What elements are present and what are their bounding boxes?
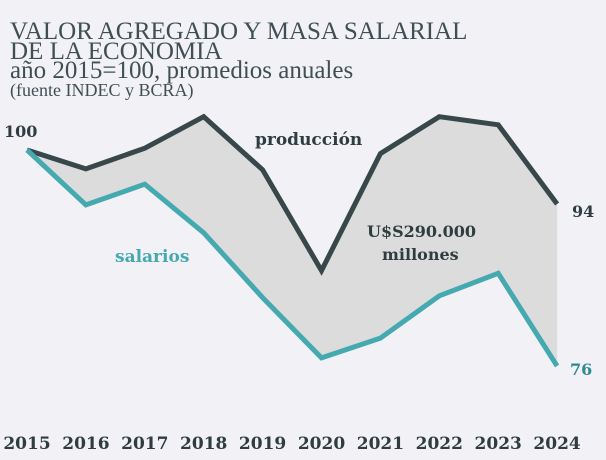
x-tick-label: 2022 <box>416 434 463 454</box>
series-line-produccion <box>26 113 560 276</box>
x-tick-label: 2020 <box>298 434 345 454</box>
chart-subtitle: año 2015=100, promedios anuales <box>10 57 354 84</box>
end-value-salarios: 76 <box>570 360 592 379</box>
x-tick-label: 2018 <box>180 434 227 454</box>
gap-annotation-line1: U$S290.000 <box>367 222 476 241</box>
x-tick-label: 2021 <box>357 434 404 454</box>
x-tick-label: 2015 <box>3 434 50 454</box>
x-tick-label: 2017 <box>121 434 168 454</box>
series-label-produccion: producción <box>255 130 362 150</box>
x-tick-label: 2019 <box>239 434 286 454</box>
x-tick-label: 2023 <box>475 434 522 454</box>
series-label-salarios: salarios <box>115 247 189 267</box>
chart-title-line2: DE LA ECONOMIA <box>10 38 223 65</box>
chart-source: (fuente INDEC y BCRA) <box>10 80 194 100</box>
series-line-salarios <box>25 148 560 368</box>
x-tick-label: 2016 <box>62 434 109 454</box>
x-tick-label: 2024 <box>533 434 580 454</box>
chart-title: VALOR AGREGADO Y MASA SALARIAL <box>10 18 468 45</box>
start-value-label: 100 <box>4 122 37 141</box>
gap-annotation-line2: millones <box>382 245 459 264</box>
end-value-produccion: 94 <box>572 202 594 221</box>
